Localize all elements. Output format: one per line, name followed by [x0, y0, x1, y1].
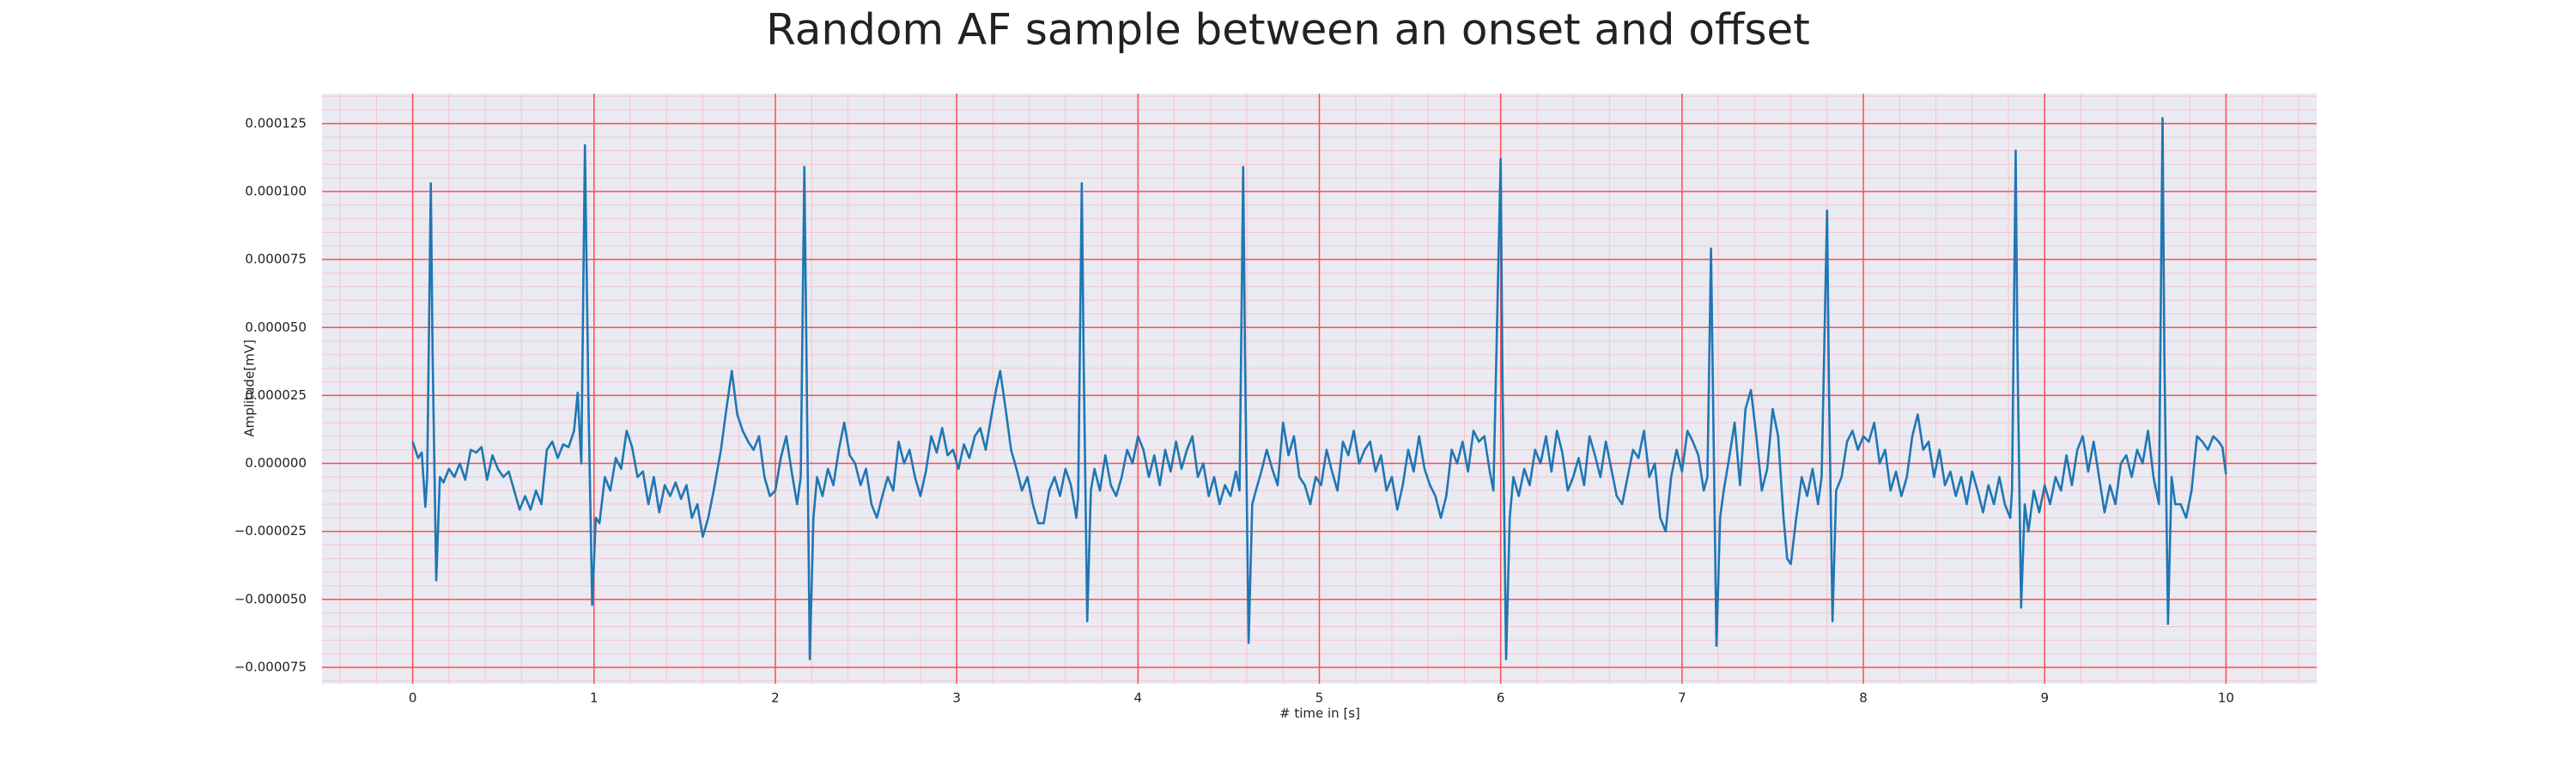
y-tick-label: 0.000125 [245, 115, 307, 131]
plot [411, 117, 2227, 660]
grid [322, 94, 2317, 684]
x-tick-label: 10 [2218, 691, 2234, 706]
chart-title: Random AF sample between an onset and of… [766, 5, 1810, 55]
y-tick-label: 0.000100 [245, 183, 307, 198]
labels: 0 1 2 3 4 5 6 7 8 9 10 −0.000075 −0.000050 −0.000025 0… [234, 115, 2234, 705]
y-tick-label: 0.000050 [245, 320, 307, 335]
y-tick-label: 0.000000 [245, 455, 307, 471]
y-tick-label: 0.000075 [245, 252, 307, 267]
x-tick-label: 0 [409, 691, 417, 706]
x-tick-label: 5 [1315, 691, 1324, 706]
x-tick-label: 6 [1497, 691, 1505, 706]
y-tick-label: 0.000025 [245, 387, 307, 403]
x-tick-label: 1 [590, 691, 598, 706]
line-series [411, 117, 2227, 660]
y-tick-label: −0.000075 [234, 660, 307, 675]
y-axis-label: Amplitude[mV] [242, 339, 258, 436]
x-tick-label: 9 [2040, 691, 2049, 706]
x-axis-label: # time in [s] [1279, 706, 1360, 721]
y-tick-label: −0.000050 [234, 591, 307, 606]
y-tick-label: −0.000025 [234, 523, 307, 539]
x-tick-label: 8 [1859, 691, 1868, 706]
x-tick-label: 2 [771, 691, 780, 706]
x-tick-label: 4 [1134, 691, 1143, 706]
x-tick-label: 3 [952, 691, 961, 706]
x-tick-label: 7 [1678, 691, 1686, 706]
